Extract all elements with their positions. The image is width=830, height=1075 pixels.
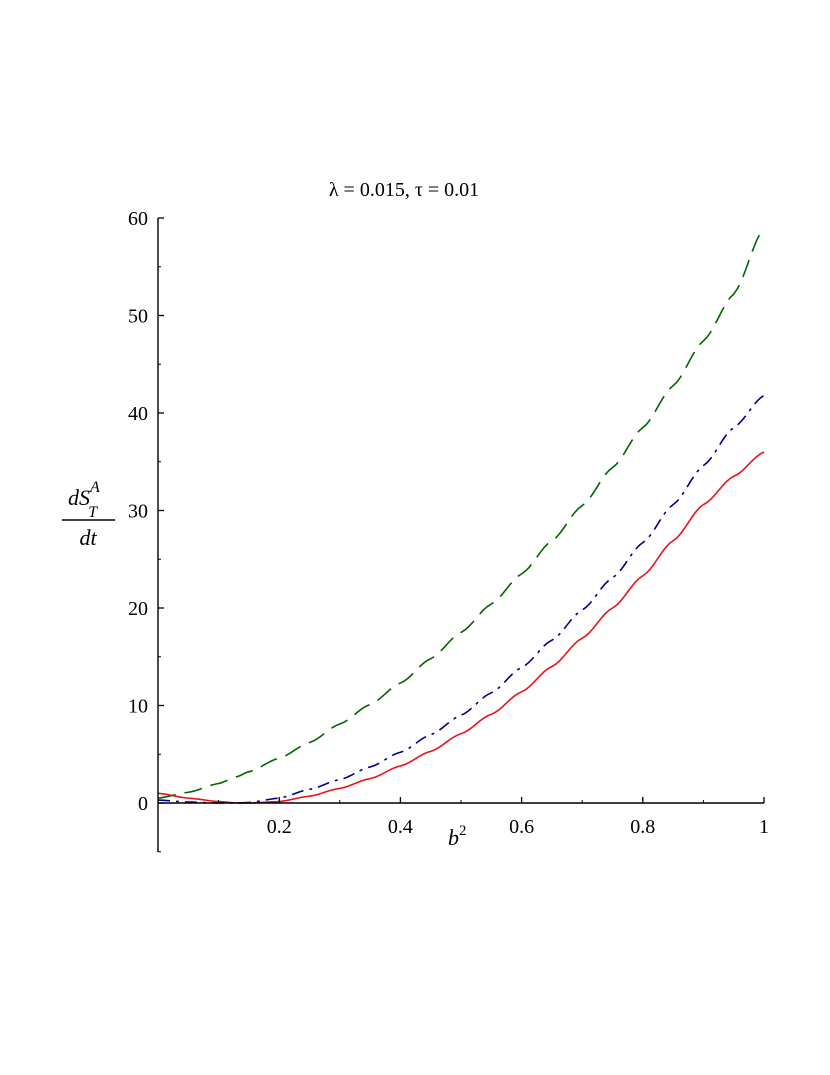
x-axis-label-sup: 2	[459, 823, 467, 839]
y-axis-label: dSA T dt	[62, 479, 115, 550]
y-tick-label: 30	[128, 501, 148, 523]
x-tick-label: 0.4	[388, 816, 413, 838]
y-axis-label-num-sub: T	[88, 504, 98, 521]
series-layer	[157, 227, 765, 804]
ticks-layer	[158, 217, 765, 853]
series-line-1	[157, 227, 765, 799]
y-axis-label-num-base: dS	[68, 485, 90, 510]
chart-title: λ = 0.015, τ = 0.01	[329, 179, 479, 201]
y-tick-label: 20	[128, 598, 148, 620]
x-tick-label: 0.2	[267, 816, 292, 838]
y-axis-label-denominator: dt	[79, 525, 97, 550]
y-tick-label: 50	[128, 306, 148, 328]
x-tick-label: 0.6	[509, 816, 534, 838]
y-tick-label: 40	[128, 403, 148, 425]
x-axis-label-base: b	[448, 825, 459, 850]
y-axis-label-num-sup: A	[89, 479, 100, 496]
y-tick-label: 60	[128, 208, 148, 230]
x-axis-label: b2	[448, 823, 467, 850]
x-tick-label: 1	[759, 816, 769, 838]
x-tick-label: 0.8	[630, 816, 655, 838]
y-tick-label: 0	[138, 793, 148, 815]
y-tick-label: 10	[128, 696, 148, 718]
series-line-2	[157, 394, 765, 804]
y-axis-label-numerator: dSA T	[68, 479, 100, 521]
axes	[157, 218, 764, 852]
